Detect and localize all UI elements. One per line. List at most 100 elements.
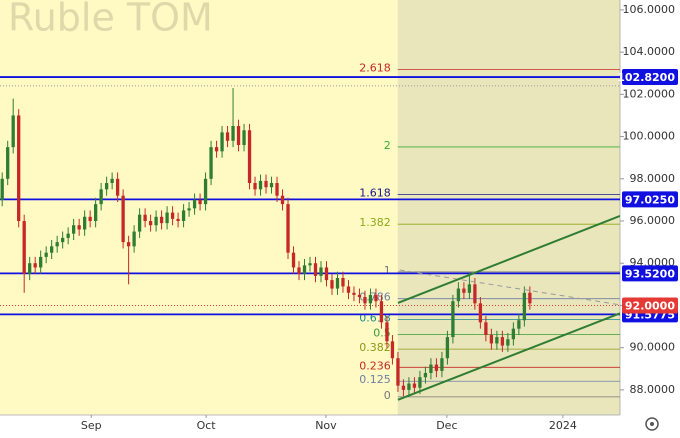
candle-body	[500, 337, 505, 346]
settings-ring[interactable]	[645, 417, 659, 431]
y-tick-label: 90.0000	[630, 341, 676, 354]
candle-body	[72, 225, 76, 234]
candle-body	[269, 183, 274, 188]
candle-body	[137, 214, 142, 232]
candle-body	[434, 364, 439, 371]
y-tick-label: 88.0000	[630, 383, 676, 396]
candle-body	[517, 320, 521, 329]
fib-zone	[397, 0, 620, 415]
price-tag	[622, 69, 678, 86]
channel-line	[397, 215, 620, 304]
candle-body	[6, 147, 10, 179]
candle-body	[473, 284, 477, 304]
candle-body	[82, 216, 87, 230]
price-tag	[622, 191, 678, 208]
candle-body	[429, 364, 433, 373]
price-tag-label: 92.0000	[625, 299, 675, 312]
y-tick-label: 106.0000	[623, 3, 676, 16]
candle-body	[44, 252, 48, 257]
candle-body	[280, 195, 285, 205]
candle-body	[203, 178, 208, 205]
candle-body	[258, 180, 263, 190]
candle-body	[401, 385, 406, 390]
candle-body	[77, 225, 81, 230]
plot-background	[0, 0, 620, 415]
candle-body	[379, 301, 384, 323]
candle-body	[143, 214, 147, 222]
candle-body	[352, 292, 356, 295]
candle-body	[374, 294, 378, 302]
plot: 00.1250.2360.3820.50.6180.78611.3821.618…	[0, 0, 620, 415]
candle-body	[154, 216, 158, 226]
candle-body	[198, 199, 202, 205]
x-tick-label: Oct	[197, 419, 217, 432]
x-tick-label: Nov	[315, 419, 337, 432]
candle-body	[253, 183, 257, 190]
candle-body	[236, 126, 241, 146]
trend-line	[399, 269, 620, 306]
fib-label: 1.382	[359, 216, 391, 229]
fib-label: 0.236	[359, 359, 391, 372]
candle-body	[418, 377, 422, 388]
settings-dot[interactable]	[650, 422, 654, 426]
candle-body	[214, 147, 219, 152]
x-tick-label: 2024	[549, 419, 577, 432]
y-tick-label: 100.0000	[623, 130, 676, 143]
price-tag-label: 102.8200	[617, 71, 675, 84]
candle-body	[88, 216, 92, 222]
candle-body	[220, 132, 224, 152]
price-tag-label: 93.5200	[625, 267, 675, 280]
candle-body	[346, 286, 351, 293]
candle-body	[209, 147, 213, 179]
fib-label: 0.125	[359, 373, 391, 386]
price-tag	[622, 265, 678, 282]
x-tick-label: Sep	[81, 419, 102, 432]
fib-label: 1.618	[359, 187, 391, 200]
fib-label: 2.618	[359, 62, 391, 75]
candle-body	[412, 383, 417, 388]
candle-body	[528, 292, 532, 304]
candle-body	[275, 183, 279, 196]
candle-body	[308, 263, 312, 266]
candle-body	[313, 263, 318, 276]
y-tick-label: 104.0000	[623, 45, 676, 58]
candle-body	[302, 265, 307, 274]
candle-body	[159, 216, 164, 224]
candle-body	[478, 303, 483, 323]
candle-body	[225, 132, 230, 141]
candle-body	[368, 294, 373, 304]
y-tick-label: 102.0000	[623, 87, 676, 100]
candle-body	[291, 252, 296, 268]
candle-body	[242, 130, 246, 146]
candle-body	[357, 294, 362, 298]
x-tick-label: Dec	[436, 419, 457, 432]
candle-body	[330, 280, 334, 289]
candle-body	[231, 126, 235, 141]
fib-label: 2	[384, 139, 391, 152]
candle-body	[440, 358, 444, 371]
candle-body	[335, 278, 340, 289]
candle-body	[181, 210, 186, 222]
fib-label: 1	[384, 264, 391, 277]
candle-body	[511, 328, 516, 340]
candle-body	[286, 204, 290, 253]
candle-body	[165, 212, 169, 224]
candle-body	[341, 278, 345, 287]
candle-body	[126, 242, 131, 247]
fib-label: 0.382	[359, 341, 391, 354]
candle-body	[247, 130, 252, 184]
candle-body	[484, 322, 488, 335]
candle-body	[104, 183, 109, 190]
y-tick-label: 96.0000	[630, 214, 676, 227]
candle-body	[264, 180, 268, 188]
settings-icon[interactable]	[645, 417, 659, 431]
candle-body	[297, 267, 301, 274]
candle-body	[522, 292, 527, 321]
candle-body	[390, 341, 395, 359]
candle-body	[17, 115, 21, 222]
candle-body	[451, 301, 455, 338]
candle-body	[0, 178, 4, 200]
candle-body	[396, 358, 400, 386]
candle-body	[423, 372, 428, 378]
